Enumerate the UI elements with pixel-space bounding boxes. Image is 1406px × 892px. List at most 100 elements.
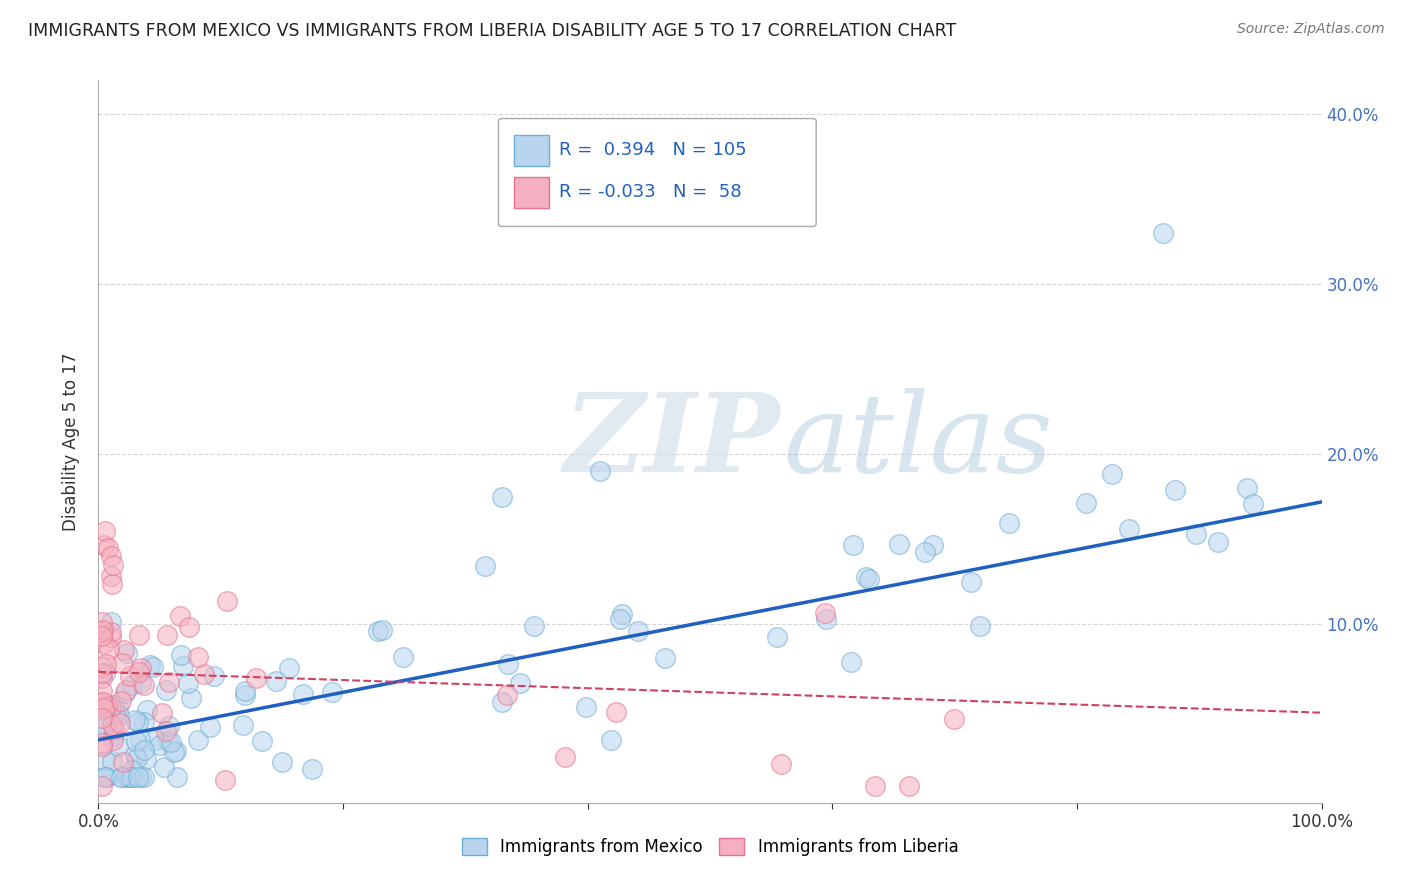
Immigrants from Liberia xyxy=(863,779,886,793)
Immigrants from Mexico xyxy=(135,752,157,766)
Immigrants from Mexico xyxy=(127,770,149,784)
Immigrants from Liberia xyxy=(814,607,837,621)
Immigrants from Mexico xyxy=(124,713,146,727)
Immigrants from Mexico xyxy=(491,490,513,504)
Immigrants from Mexico xyxy=(115,646,138,660)
Immigrants from Mexico xyxy=(142,659,165,673)
Immigrants from Liberia xyxy=(101,558,124,572)
Immigrants from Mexico xyxy=(120,770,142,784)
Immigrants from Liberia xyxy=(94,657,117,672)
Immigrants from Liberia xyxy=(193,666,215,681)
Immigrants from Mexico xyxy=(155,683,177,698)
Immigrants from Mexico xyxy=(93,770,115,784)
Immigrants from Mexico xyxy=(250,734,273,748)
Immigrants from Liberia xyxy=(112,642,135,657)
Immigrants from Liberia xyxy=(128,665,150,680)
Immigrants from Liberia xyxy=(134,677,156,691)
Immigrants from Mexico xyxy=(1074,496,1097,510)
Immigrants from Liberia xyxy=(91,739,114,753)
Immigrants from Mexico xyxy=(292,687,315,701)
Immigrants from Mexico xyxy=(1206,535,1229,549)
Immigrants from Mexico xyxy=(187,733,209,747)
Immigrants from Mexico xyxy=(491,695,513,709)
Immigrants from Liberia xyxy=(108,715,131,730)
Immigrants from Liberia xyxy=(128,628,150,642)
Immigrants from Liberia xyxy=(605,705,627,719)
Immigrants from Mexico xyxy=(121,764,143,778)
Immigrants from Mexico xyxy=(858,572,880,586)
Text: ZIP: ZIP xyxy=(564,388,780,495)
Immigrants from Liberia xyxy=(91,695,114,709)
Immigrants from Mexico xyxy=(157,719,180,733)
Immigrants from Liberia xyxy=(187,649,209,664)
Immigrants from Liberia xyxy=(91,625,114,640)
Immigrants from Liberia xyxy=(943,712,966,726)
Immigrants from Liberia xyxy=(169,609,191,624)
Immigrants from Liberia xyxy=(110,656,132,670)
Immigrants from Liberia xyxy=(93,636,115,650)
Immigrants from Mexico xyxy=(93,698,115,712)
Immigrants from Liberia xyxy=(129,661,152,675)
Immigrants from Mexico xyxy=(166,770,188,784)
Immigrants from Liberia xyxy=(91,628,114,642)
Immigrants from Mexico xyxy=(498,657,520,671)
Immigrants from Mexico xyxy=(132,714,155,729)
Immigrants from Mexico xyxy=(654,651,676,665)
Immigrants from Mexico xyxy=(101,729,124,743)
Immigrants from Liberia xyxy=(157,675,180,690)
Immigrants from Liberia xyxy=(115,683,138,698)
Immigrants from Mexico xyxy=(1101,467,1123,482)
Immigrants from Mexico xyxy=(609,612,631,626)
Immigrants from Mexico xyxy=(474,559,496,574)
Immigrants from Mexico xyxy=(1185,527,1208,541)
Immigrants from Liberia xyxy=(101,733,124,747)
Immigrants from Mexico xyxy=(110,770,132,784)
Immigrants from Mexico xyxy=(232,718,254,732)
Immigrants from Mexico xyxy=(156,734,179,748)
Immigrants from Mexico xyxy=(1164,483,1187,497)
Immigrants from Liberia xyxy=(91,684,114,698)
Immigrants from Mexico xyxy=(114,685,136,699)
Immigrants from Mexico xyxy=(124,747,146,762)
Immigrants from Liberia xyxy=(214,772,236,787)
Immigrants from Mexico xyxy=(392,650,415,665)
Immigrants from Mexico xyxy=(107,699,129,714)
Immigrants from Liberia xyxy=(91,665,114,680)
Immigrants from Liberia xyxy=(118,669,141,683)
Immigrants from Liberia xyxy=(898,779,921,793)
Immigrants from Liberia xyxy=(100,549,122,564)
Immigrants from Mexico xyxy=(177,676,200,690)
Text: atlas: atlas xyxy=(783,388,1053,495)
Immigrants from Mexico xyxy=(163,745,186,759)
Immigrants from Mexico xyxy=(842,538,865,552)
Immigrants from Liberia xyxy=(91,779,114,793)
Immigrants from Mexico xyxy=(839,655,862,669)
Immigrants from Mexico xyxy=(132,742,155,756)
Immigrants from Mexico xyxy=(202,669,225,683)
Immigrants from Mexico xyxy=(509,675,531,690)
Immigrants from Liberia xyxy=(156,627,179,641)
Immigrants from Mexico xyxy=(117,770,139,784)
Immigrants from Liberia xyxy=(91,711,114,725)
Immigrants from Mexico xyxy=(136,703,159,717)
Immigrants from Liberia xyxy=(177,620,200,634)
Immigrants from Mexico xyxy=(93,720,115,734)
Immigrants from Liberia xyxy=(91,615,114,630)
Immigrants from Mexico xyxy=(1236,481,1258,495)
Immigrants from Liberia xyxy=(91,659,114,673)
Immigrants from Mexico xyxy=(1241,497,1264,511)
Immigrants from Mexico xyxy=(815,612,838,626)
Immigrants from Mexico xyxy=(108,708,131,723)
Immigrants from Mexico xyxy=(93,665,115,680)
Immigrants from Liberia xyxy=(93,624,115,638)
Immigrants from Mexico xyxy=(997,516,1019,531)
Immigrants from Mexico xyxy=(120,770,142,784)
Immigrants from Mexico xyxy=(589,464,612,478)
Text: R =  0.394   N = 105: R = 0.394 N = 105 xyxy=(560,141,747,159)
Immigrants from Mexico xyxy=(170,648,193,662)
Immigrants from Mexico xyxy=(143,733,166,747)
Immigrants from Mexico xyxy=(610,607,633,622)
Immigrants from Mexico xyxy=(125,734,148,748)
Immigrants from Mexico xyxy=(129,675,152,690)
Immigrants from Mexico xyxy=(969,619,991,633)
